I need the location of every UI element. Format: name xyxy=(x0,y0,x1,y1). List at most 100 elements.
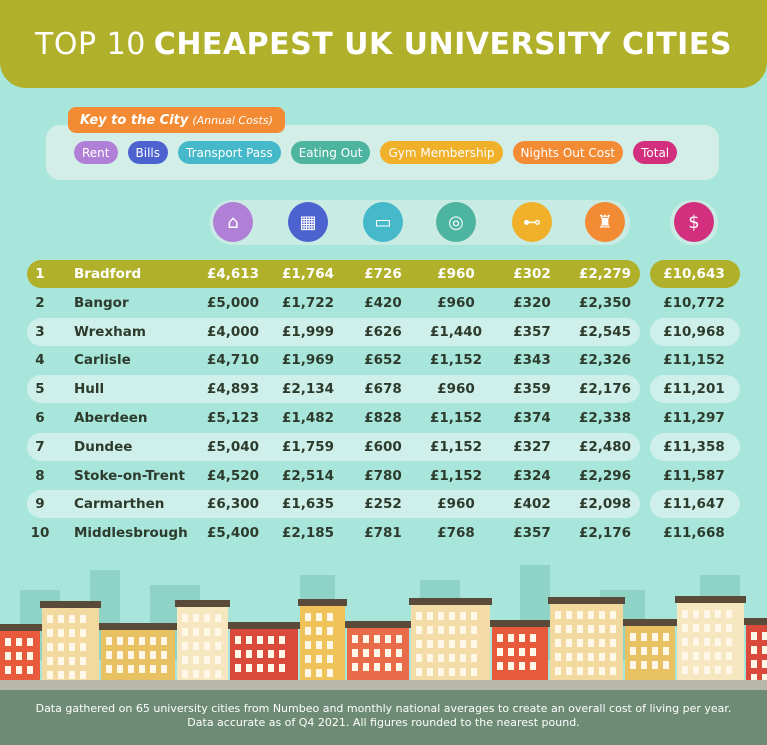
total-value: £10,968 xyxy=(663,323,725,340)
total-bg xyxy=(650,490,740,519)
bottle-glass-icon: ♜ xyxy=(585,202,625,242)
key-chip-nights-out-cost: Nights Out Cost xyxy=(512,141,624,164)
city-skyline-illustration xyxy=(0,565,767,690)
transport-value: £652 xyxy=(364,352,402,369)
row-bg xyxy=(27,490,640,519)
gym-value: £357 xyxy=(513,525,551,542)
eating-value: £960 xyxy=(437,266,475,282)
nights-value: £2,338 xyxy=(578,410,632,426)
rent-value: £5,040 xyxy=(206,438,260,455)
table-row: 10 Middlesbrough £5,400 £2,185 £781 £768 £357 £… xyxy=(0,519,767,547)
rent-value: £4,613 xyxy=(206,266,260,282)
eating-value: £1,152 xyxy=(429,438,483,455)
gym-value: £402 xyxy=(513,496,551,513)
transport-value: £600 xyxy=(364,438,402,455)
nights-value: £2,480 xyxy=(578,438,632,455)
table-row: 4 Carlisle £4,710 £1,969 £652 £1,152 £343 £2,32… xyxy=(0,346,767,374)
total-value: £11,647 xyxy=(663,496,725,513)
transport-value: £780 xyxy=(364,467,402,484)
bills-value: £1,999 xyxy=(281,323,335,340)
total-bg xyxy=(650,317,740,346)
total-bg xyxy=(650,432,740,461)
bills-value: £2,514 xyxy=(281,467,335,484)
table-row: 6 Aberdeen £5,123 £1,482 £828 £1,152 £374 £2,33… xyxy=(0,404,767,432)
bills-value: £1,482 xyxy=(281,410,335,426)
title-bold: CHEAPEST UK UNIVERSITY CITIES xyxy=(153,26,732,62)
dumbbell-icon: ⊷ xyxy=(512,202,552,242)
footer-line-1: Data gathered on 65 university cities fr… xyxy=(35,702,732,715)
key-chip-gym-membership: Gym Membership xyxy=(380,141,503,164)
total-value: £11,297 xyxy=(663,410,725,426)
transport-value: £420 xyxy=(364,294,402,311)
key-legend: Rent Bills Transport Pass Eating Out Gym Mem… xyxy=(46,125,719,180)
table-row: 2 Bangor £5,000 £1,722 £420 £960 £320 £2,350 £10… xyxy=(0,289,767,317)
rank: 9 xyxy=(35,496,45,513)
transport-value: £252 xyxy=(364,496,402,513)
rent-value: £5,400 xyxy=(206,525,260,542)
bills-value: £1,722 xyxy=(281,294,335,311)
nights-value: £2,326 xyxy=(578,352,632,369)
table-row: 7 Dundee £5,040 £1,759 £600 £1,152 £327 £2,480 £… xyxy=(0,432,767,461)
total-bg xyxy=(650,260,740,288)
table-row: 3 Wrexham £4,000 £1,999 £626 £1,440 £357 £2,545… xyxy=(0,317,767,346)
total-value: £10,643 xyxy=(663,266,725,282)
house-icon: ⌂ xyxy=(213,202,253,242)
rank: 6 xyxy=(35,410,45,426)
transport-value: £781 xyxy=(364,525,402,542)
rent-value: £4,000 xyxy=(206,323,260,340)
gym-value: £374 xyxy=(513,410,551,426)
key-chip-bills: Bills xyxy=(127,141,168,164)
bills-value: £2,185 xyxy=(281,525,335,542)
transport-value: £626 xyxy=(364,323,402,340)
gym-value: £327 xyxy=(513,438,551,455)
eating-value: £960 xyxy=(437,496,475,513)
nights-value: £2,296 xyxy=(578,467,632,484)
gym-value: £343 xyxy=(513,352,551,369)
total-value: £11,358 xyxy=(663,438,725,455)
transport-value: £828 xyxy=(364,410,402,426)
key-chip-transport-pass: Transport Pass xyxy=(178,141,281,164)
bills-value: £2,134 xyxy=(281,381,335,398)
key-title: Key to the City xyxy=(80,112,189,128)
page-title: TOP 10 CHEAPEST UK UNIVERSITY CITIES xyxy=(0,0,767,88)
total-value: £11,668 xyxy=(663,525,725,542)
gym-value: £302 xyxy=(513,266,551,282)
eating-value: £1,152 xyxy=(429,410,483,426)
bills-icon: ▦ xyxy=(288,202,328,242)
rank: 3 xyxy=(35,323,45,340)
key-chip-total: Total xyxy=(633,141,678,164)
footer-note: Data gathered on 65 university cities fr… xyxy=(0,690,767,745)
bills-value: £1,759 xyxy=(281,438,335,455)
rank: 1 xyxy=(35,266,45,282)
rent-value: £4,520 xyxy=(206,467,260,484)
row-bg xyxy=(27,260,640,288)
bills-value: £1,969 xyxy=(281,352,335,369)
rent-value: £4,710 xyxy=(206,352,260,369)
table-row: 1 Bradford £4,613 £1,764 £726 £960 £302 £2,279 £… xyxy=(0,260,767,288)
rank: 7 xyxy=(35,438,45,455)
rank: 10 xyxy=(30,525,50,542)
eating-value: £1,440 xyxy=(429,323,483,340)
row-bg xyxy=(27,317,640,346)
key-chip-rent: Rent xyxy=(74,141,118,164)
nights-value: £2,176 xyxy=(578,381,632,398)
city-name: Wrexham xyxy=(74,323,146,340)
gym-value: £324 xyxy=(513,467,551,484)
gym-value: £359 xyxy=(513,381,551,398)
city-name: Dundee xyxy=(74,438,133,455)
table-row: 9 Carmarthen £6,300 £1,635 £252 £960 £402 £2,09… xyxy=(0,490,767,519)
key-label: Key to the City (Annual Costs) xyxy=(68,107,285,133)
cash-icon: $ xyxy=(674,202,714,242)
transport-value: £726 xyxy=(364,266,402,282)
table-row: 5 Hull £4,893 £2,134 £678 £960 £359 £2,176 £11,2… xyxy=(0,375,767,404)
eating-value: £768 xyxy=(437,525,475,542)
eating-value: £960 xyxy=(437,381,475,398)
row-bg xyxy=(27,432,640,461)
nights-value: £2,098 xyxy=(578,496,632,513)
bills-value: £1,635 xyxy=(281,496,335,513)
rent-value: £5,123 xyxy=(206,410,260,426)
gym-value: £357 xyxy=(513,323,551,340)
total-value: £10,772 xyxy=(663,294,725,311)
rent-value: £4,893 xyxy=(206,381,260,398)
rank: 8 xyxy=(35,467,45,484)
